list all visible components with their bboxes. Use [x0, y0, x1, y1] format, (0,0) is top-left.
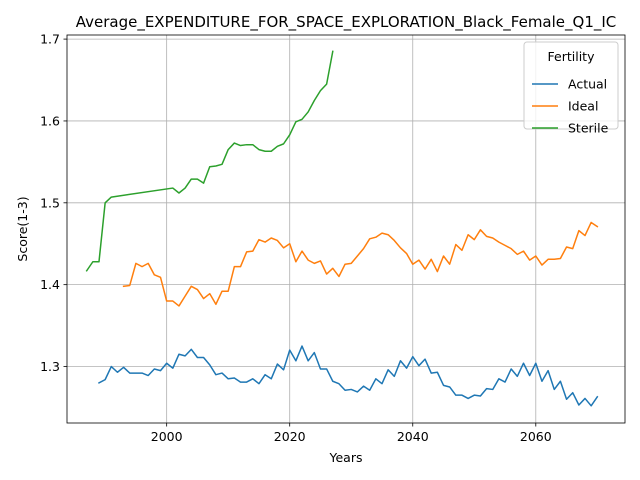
x-axis-label: Years — [329, 450, 363, 465]
series-line-sterile — [85, 50, 334, 272]
series-line-actual — [97, 345, 599, 407]
x-tick-label: 2000 — [151, 429, 183, 444]
y-axis-label: Score(1-3) — [15, 196, 30, 261]
series-lines — [85, 50, 599, 407]
ticks: 2000 2020 2040 2060 1.3 1.4 1.5 1.6 1.7 — [40, 32, 552, 444]
x-tick-label: 2040 — [397, 429, 429, 444]
legend-entry-sterile: Sterile — [568, 121, 609, 136]
legend: Fertility Actual Ideal Sterile — [523, 41, 619, 136]
x-tick-label: 2020 — [274, 429, 306, 444]
y-tick-label: 1.5 — [40, 195, 60, 210]
y-tick-label: 1.6 — [40, 113, 60, 128]
y-tick-label: 1.4 — [40, 277, 60, 292]
legend-box — [523, 41, 619, 130]
x-tick-label: 2060 — [520, 429, 552, 444]
legend-entry-ideal: Ideal — [568, 99, 598, 114]
y-tick-label: 1.3 — [40, 359, 60, 374]
chart-title: Average_EXPENDITURE_FOR_SPACE_EXPLORATIO… — [76, 13, 617, 32]
legend-entry-actual: Actual — [568, 77, 607, 92]
legend-title: Fertility — [548, 49, 596, 64]
plot-frame — [66, 34, 626, 424]
y-tick-label: 1.7 — [40, 32, 60, 47]
series-line-ideal — [122, 221, 599, 307]
